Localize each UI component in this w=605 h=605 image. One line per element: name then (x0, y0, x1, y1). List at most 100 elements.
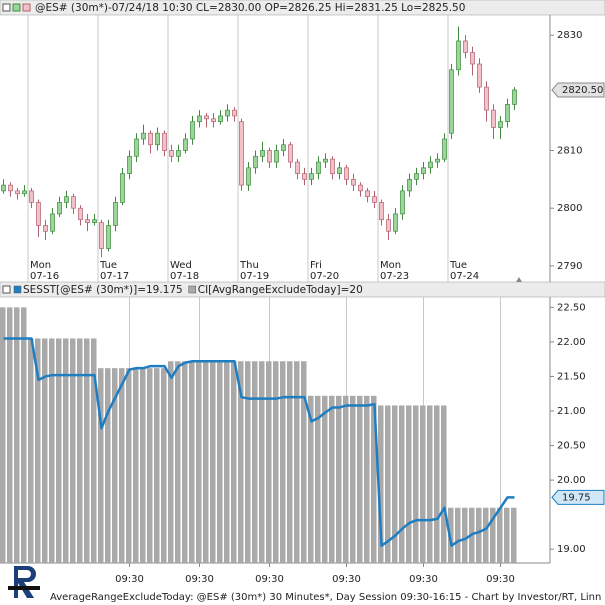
candle-body (246, 167, 251, 186)
logo-mark (14, 566, 36, 598)
candle-body (302, 173, 307, 180)
candle-body (57, 202, 62, 215)
last-value-label: 19.75 (562, 492, 591, 503)
last-value-box (551, 489, 605, 505)
bar (175, 361, 181, 563)
bar (399, 405, 405, 563)
bar (210, 361, 216, 563)
candle-body (386, 219, 391, 232)
candle-body (78, 207, 83, 221)
candle-body (365, 190, 370, 198)
bar (7, 307, 13, 563)
candle-body (505, 104, 510, 123)
price-header (0, 0, 605, 16)
line (3, 337, 515, 547)
candle-body (267, 150, 272, 163)
candle-body (288, 144, 293, 163)
candle-body (491, 109, 496, 128)
bar (378, 405, 384, 563)
x-tick-label-part: Wed (170, 260, 192, 271)
bar (126, 368, 132, 563)
x-tick-label: 09:30 (332, 574, 361, 585)
candle-body (148, 132, 153, 146)
bar (189, 361, 195, 563)
bar (385, 405, 391, 563)
bar (0, 307, 6, 563)
x-tick-label: Mon 07-16 (30, 260, 59, 282)
bar (336, 395, 342, 563)
y-tick-label: 20.00 (557, 475, 586, 486)
candle-body (15, 190, 20, 195)
bar (91, 338, 97, 563)
bar (301, 361, 307, 563)
bar (455, 507, 461, 563)
bar (133, 368, 139, 563)
header-icon (12, 3, 21, 12)
bar (105, 368, 111, 563)
candle-body (393, 213, 398, 232)
y-tick-label: 20.50 (557, 441, 586, 452)
candle-body (183, 138, 188, 151)
bar (49, 338, 55, 563)
candle-body (190, 121, 195, 140)
bar (427, 405, 433, 563)
x-tick-label: 09:30 (115, 574, 144, 585)
candle-body (435, 158, 440, 163)
bar (224, 361, 230, 563)
bar (406, 405, 412, 563)
x-tick-label-part: 07-19 (240, 271, 269, 282)
candle-body (218, 115, 223, 123)
candle-body (407, 179, 412, 192)
x-tick-label-part: Tue (99, 260, 117, 271)
candle-body (85, 219, 90, 223)
candle-body (400, 190, 405, 215)
x-tick-label: 09:30 (486, 574, 515, 585)
candle-body (351, 179, 356, 186)
bar (217, 361, 223, 563)
candle-body (71, 196, 76, 209)
candle-body (99, 222, 104, 249)
candle-body (484, 86, 489, 111)
y-tick-label: 2810 (557, 146, 582, 157)
candle-body (295, 161, 300, 174)
x-tick-label-part: Fri (310, 260, 322, 271)
header-icon (2, 3, 11, 12)
candle-body (197, 115, 202, 123)
y-tick-label: 19.00 (557, 544, 586, 555)
x-tick-label-part: Mon (30, 260, 51, 271)
candle-body (1, 184, 6, 192)
bar (462, 507, 468, 563)
bar (231, 361, 237, 563)
candle-body (134, 138, 139, 157)
bar (182, 361, 188, 563)
x-tick-label-part: 07-18 (170, 271, 199, 282)
candle-body (330, 158, 335, 174)
bar (329, 395, 335, 563)
candle-body (239, 121, 244, 186)
candle-body (316, 161, 321, 174)
bar (42, 338, 48, 563)
x-tick-label-part: 07-16 (30, 271, 59, 282)
candle-body (512, 89, 517, 105)
candle-body (456, 40, 461, 71)
candle-body (358, 184, 363, 192)
bar (35, 338, 41, 563)
x-tick-label-part: 07-23 (380, 271, 409, 282)
chart-title: @ES# (30m*)-07/24/18 10:30 CL=2830.00 OP… (35, 2, 465, 14)
candle-body (344, 167, 349, 180)
bar (259, 361, 265, 563)
candle-body (253, 155, 258, 169)
candle-body (470, 52, 475, 65)
bar (154, 368, 160, 563)
candle-body (442, 138, 447, 160)
bar (371, 395, 377, 563)
candle-body (141, 132, 146, 140)
bar (490, 507, 496, 563)
bar (441, 405, 447, 563)
candle-body (281, 144, 286, 151)
bar (392, 405, 398, 563)
bar (161, 368, 167, 563)
candle-body (50, 213, 55, 232)
bar (483, 507, 489, 563)
bar (70, 338, 76, 563)
